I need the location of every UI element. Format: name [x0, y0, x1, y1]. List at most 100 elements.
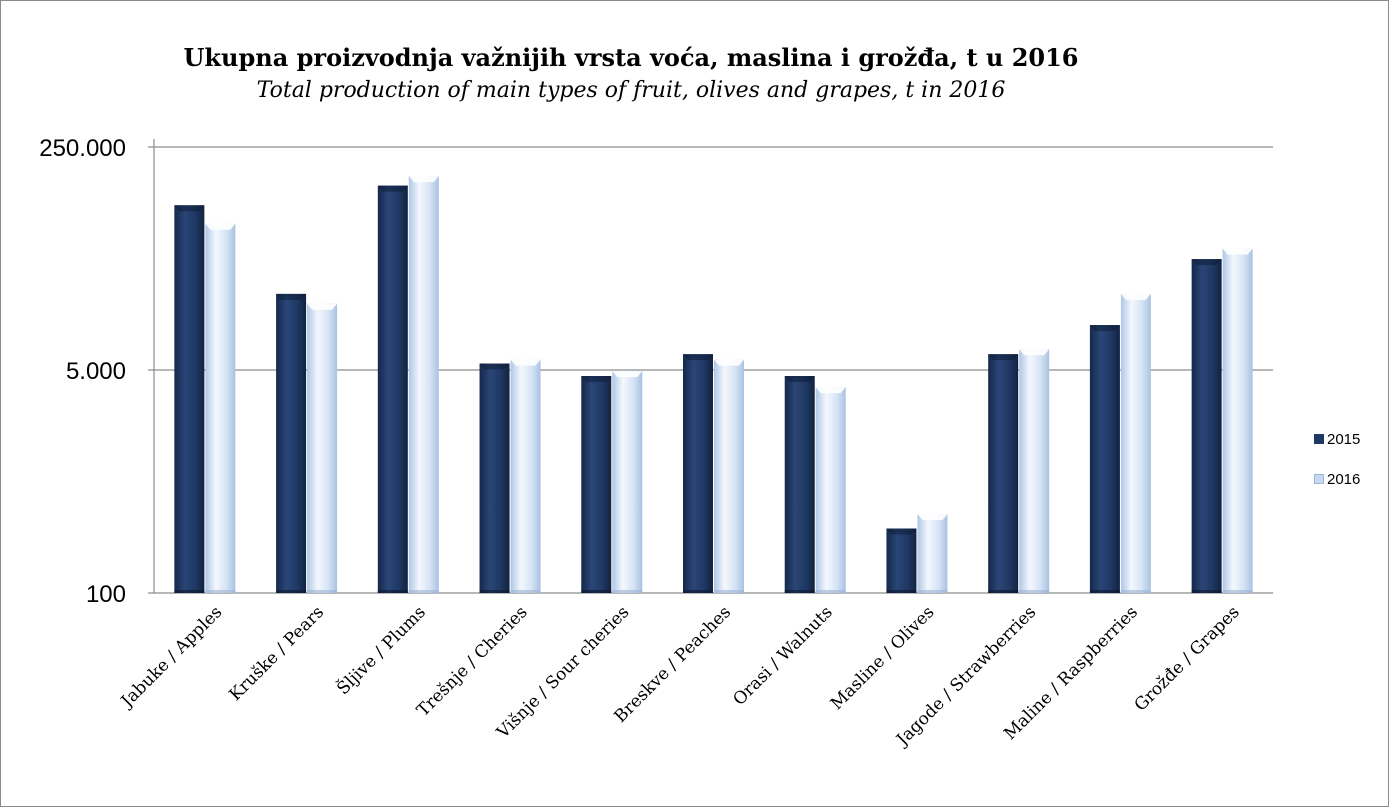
bars [174, 176, 1253, 594]
bar-body [408, 176, 439, 594]
bar-body [1222, 248, 1253, 593]
bar-2016 [205, 223, 236, 593]
bar-cap [205, 223, 236, 230]
bar-base [784, 590, 815, 593]
bar-cap [276, 293, 307, 300]
bar-2015 [683, 354, 713, 593]
bar-2015 [886, 528, 917, 593]
bar-base [205, 590, 236, 593]
bar-2016 [1222, 248, 1253, 593]
bar-2016 [510, 359, 541, 593]
bar-2016 [1019, 349, 1050, 593]
bar-cap [408, 176, 439, 183]
x-tick-labels: Jabuke / Apples Kruške / Pears Šljive / Pl… [116, 602, 1244, 751]
bar-base [714, 590, 744, 593]
bar-base [917, 590, 948, 593]
bar-body [917, 513, 948, 593]
bar-2015 [988, 354, 1019, 593]
bar-base [408, 590, 439, 593]
bar-cap [714, 359, 744, 366]
x-tick-label: Jabuke / Apples [116, 602, 226, 712]
legend-label-2015: 2015 [1327, 430, 1361, 448]
bar-2016 [714, 359, 744, 593]
bar-cap [1191, 259, 1222, 266]
bar-base [1089, 590, 1120, 593]
bar-body [1019, 349, 1050, 593]
chart-subtitle: Total production of main types of fruit,… [256, 78, 1006, 103]
bar-cap [784, 376, 815, 383]
bar-body [174, 205, 205, 593]
bar-body [988, 354, 1019, 593]
bar-body [377, 185, 408, 593]
bar-body [479, 363, 510, 593]
bar-cap [815, 387, 846, 394]
bar-base [1019, 590, 1050, 593]
bar-cap [1089, 325, 1120, 332]
bar-body [510, 359, 541, 593]
legend-item-2016: 2016 [1314, 469, 1360, 489]
x-tick-label: Grožđe / Grapes [1131, 602, 1244, 715]
bar-cap [307, 303, 338, 310]
bar-base [581, 590, 612, 593]
legend-swatch-2016 [1314, 474, 1324, 484]
x-tick-label: Breskve / Peaches [611, 602, 735, 726]
y-tick-label: 250.000 [39, 135, 126, 162]
bar-cap [510, 359, 541, 366]
bar-body [1089, 325, 1120, 593]
bar-body [815, 387, 846, 593]
y-tick-labels: 250.000 5.000 100 [39, 135, 126, 608]
bar-base [307, 590, 338, 593]
legend-swatch-2015 [1314, 434, 1324, 444]
bar-2015 [1191, 259, 1222, 593]
bar-2016 [612, 371, 643, 593]
y-tick-label: 5.000 [66, 358, 126, 385]
bar-base [683, 590, 713, 593]
bar-2015 [1089, 325, 1120, 593]
bar-cap [683, 354, 713, 361]
bar-base [988, 590, 1019, 593]
bar-body [307, 303, 338, 593]
legend: 2015 2016 [1314, 429, 1360, 509]
bar-body [581, 376, 612, 593]
bar-2015 [377, 185, 408, 593]
bar-body [612, 371, 643, 593]
bar-base [1222, 590, 1253, 593]
bar-cap [1019, 349, 1050, 356]
bar-2015 [276, 293, 307, 593]
bar-cap [1120, 293, 1151, 300]
gridlines [154, 146, 1273, 594]
bar-base [1191, 590, 1222, 593]
bar-cap [1222, 248, 1253, 255]
bar-cap [886, 528, 917, 535]
x-tick-label: Trešnje / Cheries [413, 602, 531, 720]
bar-2015 [784, 376, 815, 593]
bar-2016 [307, 303, 338, 593]
x-tick-label: Orasi / Walnuts [729, 602, 836, 709]
bar-2015 [174, 205, 205, 593]
y-tick-label: 100 [86, 581, 126, 608]
bar-cap [581, 376, 612, 383]
bar-body [276, 293, 307, 593]
bar-2016 [1120, 293, 1151, 593]
bar-body [886, 528, 917, 593]
bar-cap [479, 363, 510, 370]
bar-base [1120, 590, 1151, 593]
bar-base [479, 590, 510, 593]
x-tick-label: Masline / Olives [827, 602, 939, 714]
legend-item-2015: 2015 [1314, 429, 1360, 449]
bar-base [886, 590, 917, 593]
bar-base [276, 590, 307, 593]
bar-2015 [479, 363, 510, 593]
bar-cap [174, 205, 205, 212]
bar-2016 [815, 387, 846, 593]
bar-base [612, 590, 643, 593]
bar-2016 [408, 176, 439, 594]
legend-label-2016: 2016 [1327, 470, 1361, 488]
bar-body [784, 376, 815, 593]
bar-base [510, 590, 541, 593]
bar-base [174, 590, 205, 593]
bar-cap [612, 371, 643, 378]
bar-base [815, 590, 846, 593]
